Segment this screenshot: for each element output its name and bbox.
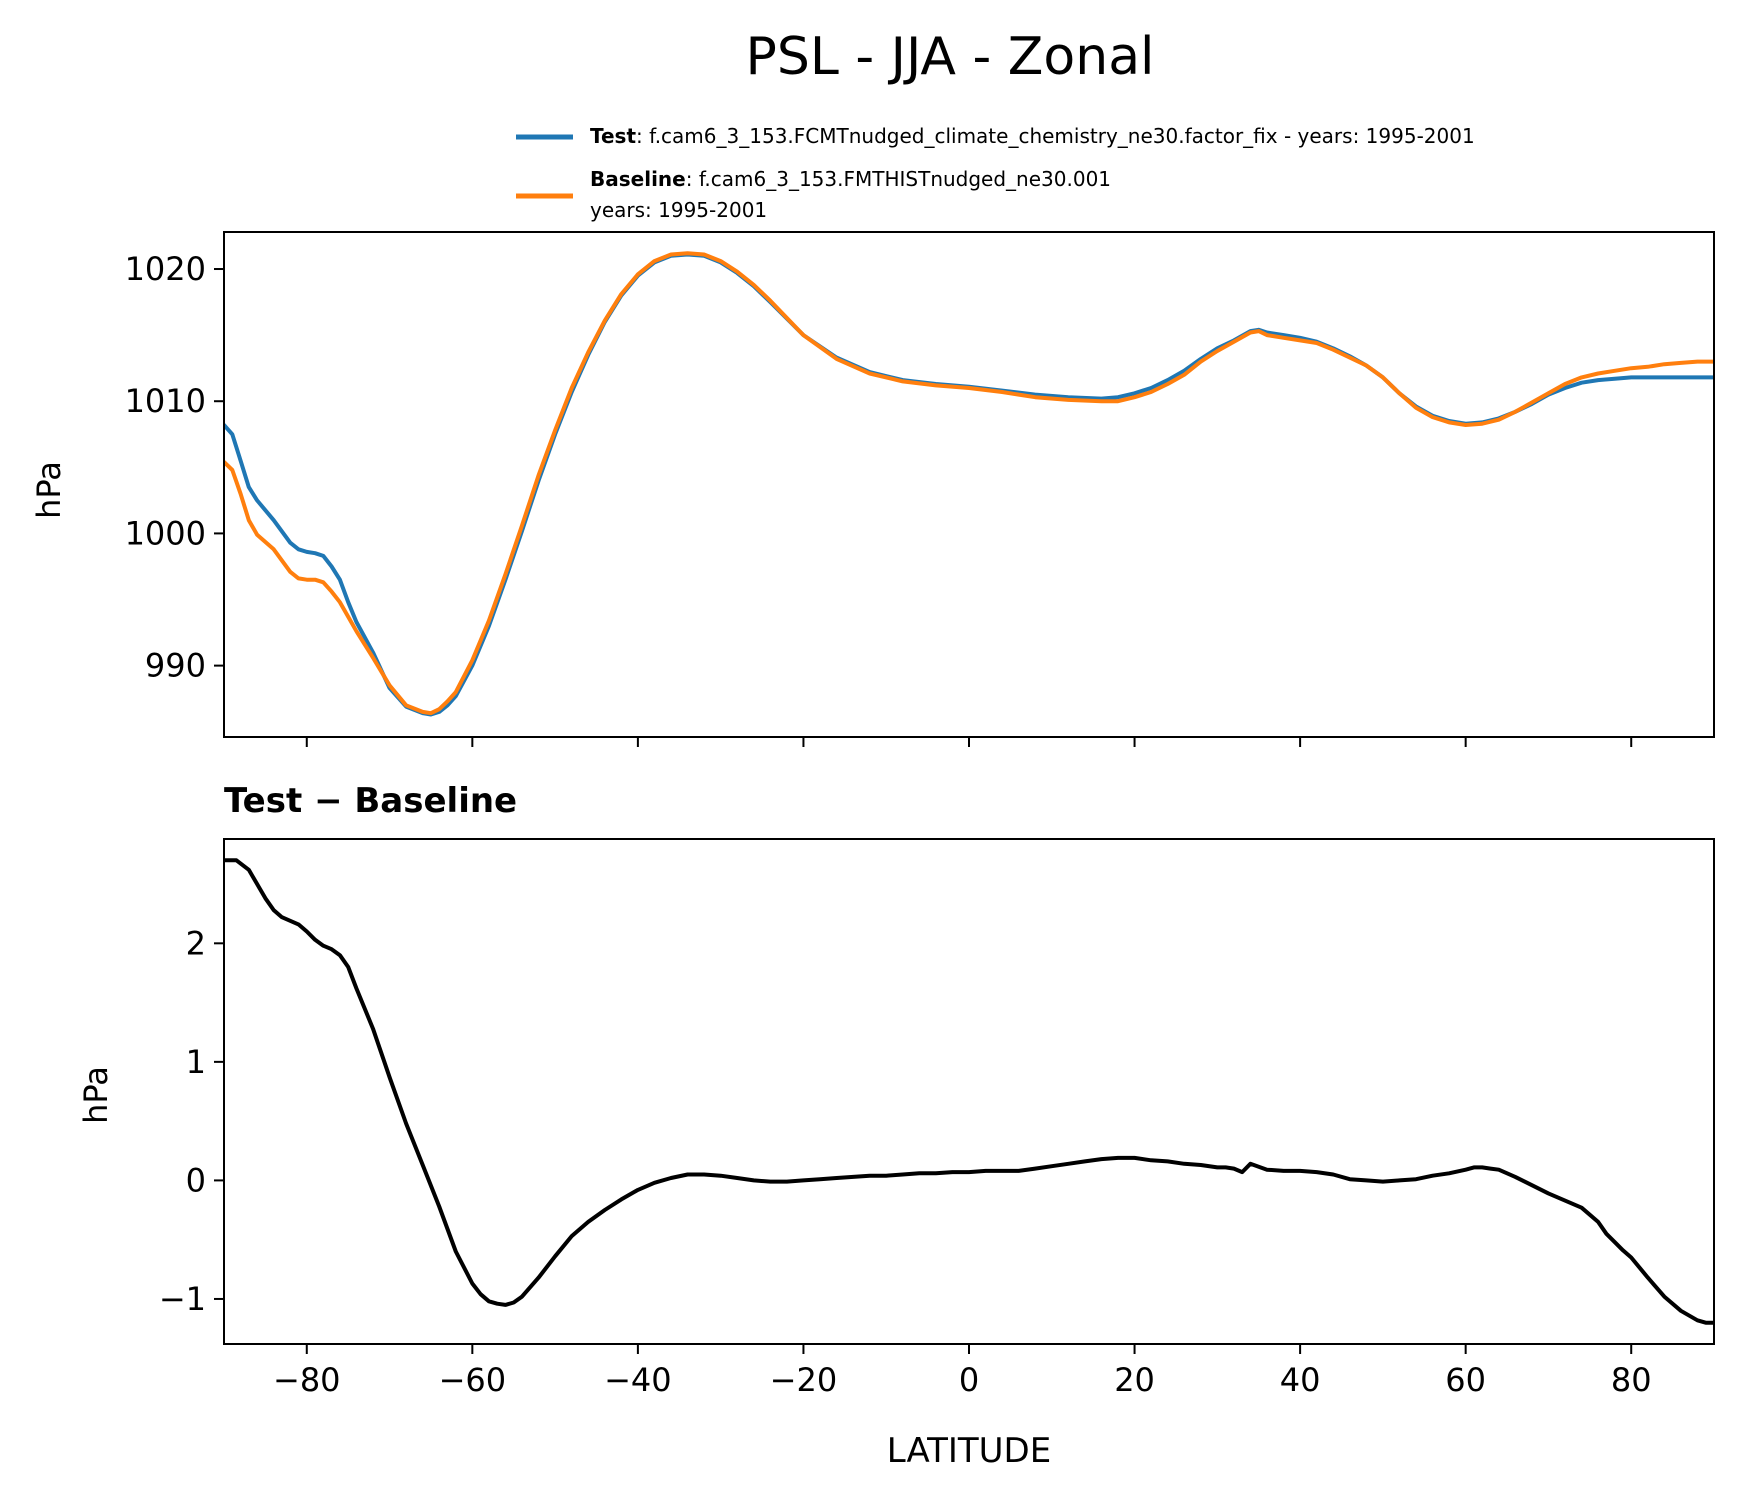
bottom-x-tick-label: 0	[959, 1361, 979, 1399]
bottom-series-line-difference	[224, 858, 1714, 1325]
top-y-tick-label: 1000	[125, 514, 206, 552]
legend-label-baseline-line2: years: 1995-2001	[590, 198, 767, 222]
bottom-y-tick-label: 1	[186, 1043, 206, 1081]
bottom-x-tick-label: −60	[439, 1361, 507, 1399]
bottom-x-tick-label: 40	[1280, 1361, 1321, 1399]
bottom-plot-frame	[223, 838, 1715, 1345]
bottom-x-tick-label: 20	[1114, 1361, 1155, 1399]
top-series-line-test	[224, 252, 1714, 717]
bottom-x-tick-label: −40	[604, 1361, 672, 1399]
legend-label-baseline: Baseline: f.cam6_3_153.FMTHISTnudged_ne3…	[590, 167, 1111, 191]
top-y-tick-label: 1020	[125, 250, 206, 288]
figure-title: PSL - JJA - Zonal	[745, 27, 1154, 87]
legend-baseline-name: Baseline	[590, 167, 686, 191]
legend-label-test: Test: f.cam6_3_153.FCMTnudged_climate_ch…	[590, 124, 1475, 148]
top-series-line-baseline	[224, 251, 1714, 716]
legend-baseline-text: : f.cam6_3_153.FMTHISTnudged_ne30.001	[686, 167, 1111, 191]
bottom-y-axis-label: hPa	[77, 1066, 115, 1124]
panel-difference: Test − Baseline hPa −1 0 1 2 −80 −60 −40 −20 0 2…	[77, 781, 1715, 1471]
bottom-y-tick-label: 2	[186, 924, 206, 962]
bottom-x-tick-label: −80	[273, 1361, 341, 1399]
top-y-tick-label: 1010	[125, 382, 206, 420]
legend-test-text: : f.cam6_3_153.FCMTnudged_climate_chemis…	[636, 124, 1475, 148]
bottom-y-tick-label: −1	[159, 1280, 206, 1318]
top-y-tick-label: 990	[145, 647, 206, 685]
top-y-axis-label: hPa	[30, 461, 68, 519]
bottom-x-tick-label: 80	[1611, 1361, 1652, 1399]
panel-psl: hPa 990 1000 1010 1020	[30, 231, 1715, 747]
top-plot-frame	[223, 231, 1715, 738]
bottom-x-tick-label: 60	[1445, 1361, 1486, 1399]
x-axis-label: LATITUDE	[887, 1431, 1051, 1471]
bottom-panel-title: Test − Baseline	[224, 781, 517, 821]
legend: Test: f.cam6_3_153.FCMTnudged_climate_ch…	[516, 124, 1475, 222]
bottom-x-tick-label: −20	[770, 1361, 838, 1399]
legend-test-name: Test	[590, 124, 636, 148]
bottom-y-tick-label: 0	[186, 1161, 206, 1199]
